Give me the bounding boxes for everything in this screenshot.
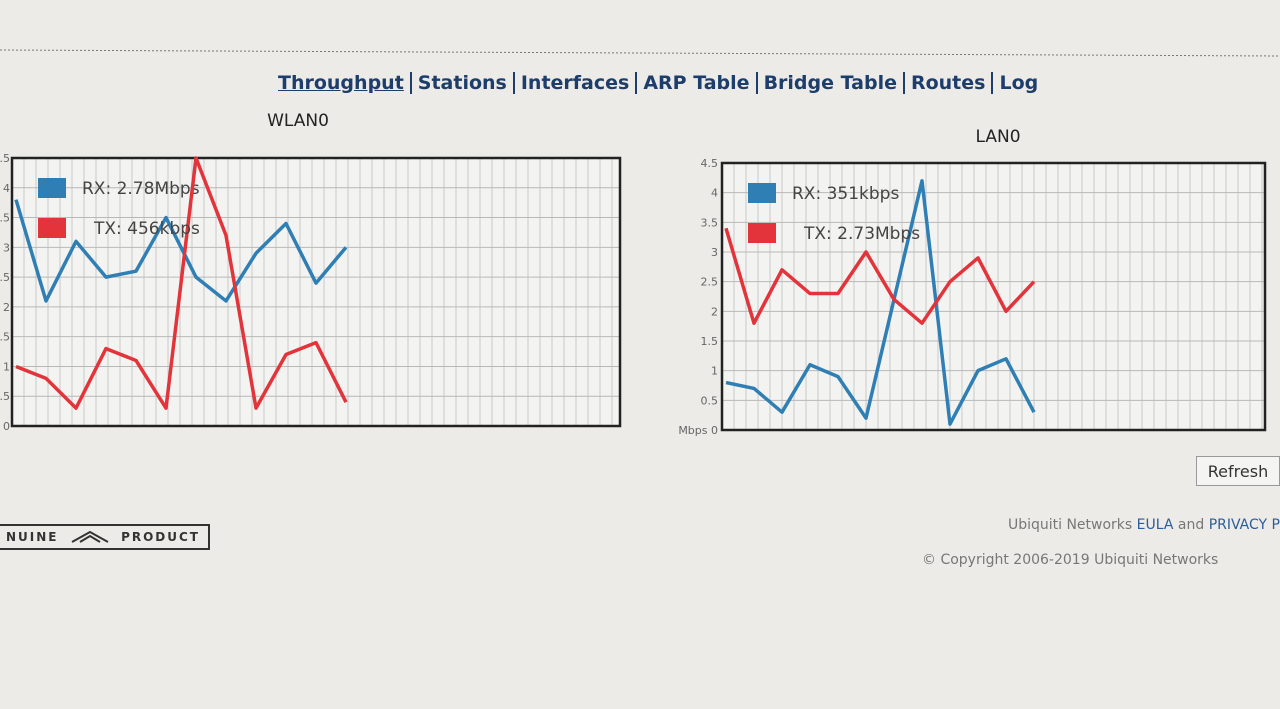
y-tick-label: 3.5 [701, 216, 719, 229]
plot-frame [720, 161, 1267, 432]
nav-link[interactable]: Interfaces [512, 72, 636, 94]
nav-link[interactable]: Stations [409, 72, 513, 94]
footer-text: Ubiquiti Networks [1007, 517, 1133, 533]
series-line [725, 179, 1036, 426]
y-tick-label: Mbps 0 [678, 424, 718, 437]
y-tick-label: 4 [711, 187, 718, 200]
y-tick-label: 4.5 [0, 152, 10, 165]
y-tick-label: 1.5 [701, 335, 719, 348]
y-tick-label: 0.5 [701, 394, 719, 407]
legend-swatch [38, 178, 66, 198]
badge-text: NUINE [6, 530, 59, 544]
nav-link[interactable]: Routes [902, 72, 992, 94]
chart-title: WLAN0 [267, 111, 329, 131]
logo [71, 530, 109, 543]
y-tick-label: 1 [711, 365, 718, 378]
plot-area [12, 158, 620, 426]
y-tick-label: 2.5 [0, 271, 10, 284]
y-tick-label: 2 [711, 305, 718, 318]
y-tick-label: 1 [3, 360, 10, 373]
y-tick-label: 3.5 [0, 212, 10, 225]
y-tick-label: 2.5 [701, 276, 719, 289]
legend-label: TX: 456kbps [93, 219, 200, 239]
y-tick-label: 3 [3, 241, 10, 254]
charts: WLAN0 Mbps 0 0.5 1 1.5 2 2.5 3 3.5 4 4.5 RX: 2.78Mb… [0, 111, 1267, 437]
header-rule [0, 49, 1280, 57]
y-tick-label: 0.5 [0, 390, 10, 403]
y-tick-label: 4.5 [701, 157, 719, 170]
nav-link[interactable]: Log [991, 72, 1045, 94]
genuine-badge: NUINE PRODUCT [0, 524, 210, 550]
legend-swatch [748, 183, 776, 203]
y-tick-label: 1.5 [0, 331, 10, 344]
plot-frame [10, 156, 622, 428]
chart-title: LAN0 [975, 127, 1020, 147]
series-line [724, 227, 1036, 325]
nav-link[interactable]: Bridge Table [755, 72, 903, 94]
eula-link[interactable]: EULA [1136, 517, 1174, 533]
nav-link[interactable]: Throughput [278, 72, 404, 94]
legend-swatch [748, 223, 776, 243]
refresh-button[interactable]: Refresh [1196, 456, 1280, 486]
series-line [15, 156, 348, 410]
privacy-link[interactable]: PRIVACY P [1208, 517, 1280, 533]
y-tick-label: 3 [711, 246, 718, 259]
copyright: © Copyright 2006-2019 Ubiquiti Networks [922, 552, 1219, 568]
y-tick-label: 2 [3, 301, 10, 314]
plot-area [722, 163, 1265, 430]
nav-link[interactable]: ARP Table [635, 72, 756, 94]
footer-links: Ubiquiti Networks EULA and PRIVACY P [1008, 517, 1280, 533]
y-tick-label: Mbps 0 [0, 420, 10, 433]
footer-text: and [1177, 517, 1205, 533]
legend-label: TX: 2.73Mbps [803, 224, 920, 244]
legend-label: RX: 2.78Mbps [82, 179, 200, 199]
nav-bar: Throughput Stations Interfaces ARP Table Bri… [278, 72, 1045, 94]
legend-label: RX: 351kbps [792, 184, 899, 204]
y-tick-label: 4 [3, 182, 10, 195]
legend-swatch [38, 218, 66, 238]
series-line [14, 199, 348, 303]
badge-text: PRODUCT [121, 530, 200, 544]
